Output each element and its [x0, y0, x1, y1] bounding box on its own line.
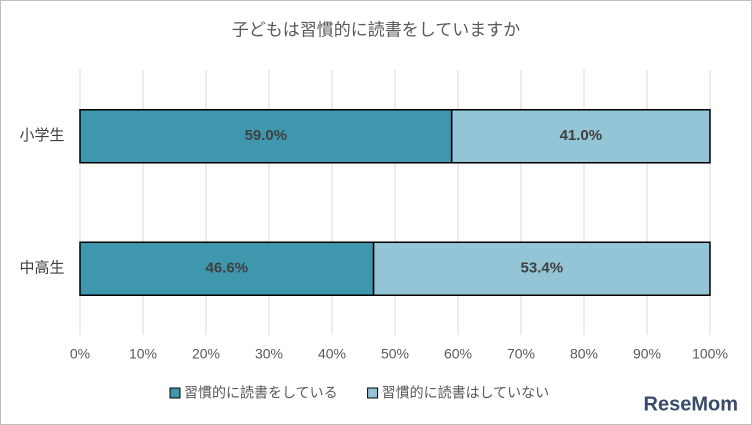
y-tick-label: 中高生: [19, 260, 64, 277]
x-tick-label: 20%: [192, 346, 220, 362]
value-label: 53.4%: [521, 260, 564, 277]
legend-label: 習慣的に読書はしていない: [382, 385, 550, 401]
legend-label: 習慣的に読書をしている: [184, 385, 338, 401]
bar-segment: [372, 241, 711, 296]
bar-segment: [450, 109, 711, 164]
x-tick-label: 90%: [633, 346, 661, 362]
x-tick-label: 80%: [570, 346, 598, 362]
x-tick-label: 30%: [255, 346, 283, 362]
x-tick-label: 100%: [692, 346, 728, 362]
value-label: 59.0%: [245, 127, 288, 144]
legend-swatch: [169, 387, 181, 399]
y-tick-label: 小学生: [19, 127, 64, 144]
x-tick-label: 60%: [444, 346, 472, 362]
x-tick-label: 10%: [129, 346, 157, 362]
x-tick-label: 0%: [70, 346, 90, 362]
x-tick-label: 70%: [507, 346, 535, 362]
chart-title: 子どもは習慣的に読書をしていますか: [232, 20, 521, 39]
watermark: ReseMom: [644, 393, 738, 415]
value-label: 46.6%: [206, 260, 249, 277]
bar-segment: [79, 109, 453, 164]
x-tick-label: 40%: [318, 346, 346, 362]
legend-swatch: [367, 387, 379, 399]
bar-segment: [79, 241, 375, 296]
value-label: 41.0%: [560, 127, 603, 144]
x-tick-label: 50%: [381, 346, 409, 362]
